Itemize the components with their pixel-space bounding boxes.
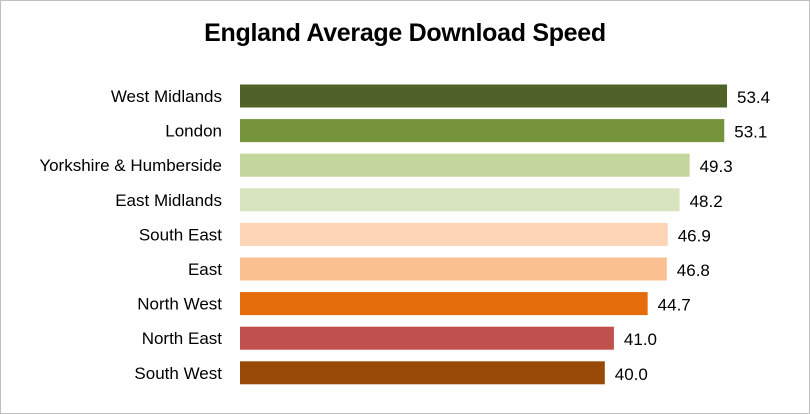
bar	[240, 257, 667, 281]
bar	[240, 84, 727, 108]
value-label: 41.0	[624, 330, 657, 349]
bar	[240, 361, 605, 385]
category-label: South East	[139, 225, 222, 244]
bar	[240, 188, 680, 212]
category-label: North East	[142, 329, 223, 348]
chart-title: England Average Download Speed	[204, 19, 606, 47]
value-label: 40.0	[615, 365, 648, 384]
bar	[240, 119, 725, 143]
category-label: South West	[134, 364, 222, 383]
value-label: 46.9	[678, 226, 711, 245]
value-label: 48.2	[690, 192, 723, 211]
category-label: East	[188, 260, 222, 279]
category-label: London	[165, 122, 222, 141]
category-label: North West	[137, 295, 222, 314]
value-label: 49.3	[700, 157, 733, 176]
bar	[240, 326, 614, 350]
category-label: East Midlands	[115, 191, 222, 210]
category-label: West Midlands	[111, 87, 222, 106]
value-label: 44.7	[658, 296, 691, 315]
value-label: 46.8	[677, 261, 710, 280]
value-label: 53.1	[734, 123, 767, 142]
category-label: Yorkshire & Humberside	[39, 156, 222, 175]
bar	[240, 292, 648, 316]
bar	[240, 153, 690, 177]
value-label: 53.4	[737, 88, 770, 107]
bar	[240, 222, 668, 246]
